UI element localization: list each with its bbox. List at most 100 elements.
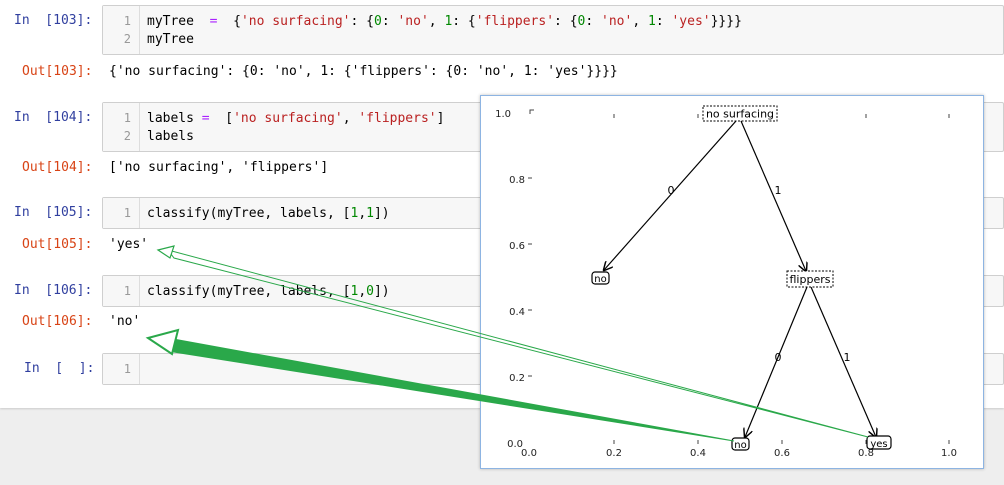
cell-103-out-prompt: Out[103]: xyxy=(22,64,93,79)
code-token: = xyxy=(209,14,218,29)
code-token: : xyxy=(381,14,398,29)
code-line[interactable]: myTree = {'no surfacing': {0: 'no', 1: {… xyxy=(147,14,742,29)
code-token: myTree xyxy=(147,32,194,47)
line-number: 1 xyxy=(123,14,131,28)
line-gutter xyxy=(103,198,140,228)
node-mid-left-leaf-label: no xyxy=(734,440,746,451)
x-tick-label: 0.2 xyxy=(606,448,622,459)
code-token: 1 xyxy=(647,14,656,29)
cell-104-output: ['no surfacing', 'flippers'] xyxy=(109,160,329,175)
x-tick-label: 1.0 xyxy=(941,448,957,459)
code-token: [ xyxy=(209,111,234,126)
x-tick-label: 0.4 xyxy=(690,448,706,459)
code-token: classify(myTree, labels, [ xyxy=(147,206,351,221)
cell-104-out-prompt: Out[104]: xyxy=(22,160,93,175)
code-token: 'no' xyxy=(601,14,633,29)
tree-plot: 1.0 0.8 0.6 0.4 0.2 0.0 0.0 0.2 0.4 0.6 … xyxy=(495,105,957,459)
edge-label-mid-left: 0 xyxy=(775,351,782,364)
code-token: , xyxy=(632,14,648,29)
line-gutter xyxy=(103,103,140,151)
cell-105-output: 'yes' xyxy=(109,237,149,252)
node-left-leaf: no xyxy=(591,271,610,285)
edge-label-mid-right: 1 xyxy=(844,351,851,364)
y-tick-label: 0.6 xyxy=(509,241,525,252)
node-mid: flippers xyxy=(786,270,834,288)
edge-label-root-left: 0 xyxy=(668,184,675,197)
empty-cell-in-prompt: In [ ]: xyxy=(24,361,95,376)
code-token: ] xyxy=(436,111,445,126)
line-gutter xyxy=(103,6,140,54)
code-token: , xyxy=(358,206,367,221)
cell-106-out-prompt: Out[106]: xyxy=(22,314,93,329)
code-token: 1 xyxy=(366,206,374,221)
y-tick-label: 0.0 xyxy=(507,439,523,450)
node-mid-left-leaf: no xyxy=(731,437,750,451)
line-number: 1 xyxy=(123,111,131,125)
y-tick-label: 0.4 xyxy=(509,307,525,318)
code-line[interactable]: labels = ['no surfacing', 'flippers'] xyxy=(147,111,444,126)
code-line[interactable]: myTree xyxy=(147,32,194,47)
y-tick-label: 1.0 xyxy=(495,109,511,120)
node-mid-right-leaf: yes xyxy=(866,435,892,450)
code-token: 'no surfacing' xyxy=(233,111,343,126)
code-token: 'flippers' xyxy=(475,14,555,29)
code-token: ]) xyxy=(373,284,390,299)
code-token: : xyxy=(585,14,602,29)
cell-103-input[interactable]: 1 2 myTree = {'no surfacing': {0: 'no', … xyxy=(102,5,1004,55)
code-token: : xyxy=(655,14,672,29)
y-axis: 1.0 0.8 0.6 0.4 0.2 0.0 xyxy=(495,109,534,450)
code-token: 'no' xyxy=(397,14,429,29)
code-token: 0 xyxy=(366,284,374,299)
cell-103-in-prompt: In [103]: xyxy=(14,13,93,28)
x-tick-label: 0.8 xyxy=(858,448,874,459)
cell-103-output: {'no surfacing': {0: 'no', 1: {'flippers… xyxy=(109,64,618,79)
line-number: 1 xyxy=(123,284,131,298)
line-gutter xyxy=(103,354,140,384)
node-root: no surfacing xyxy=(702,105,778,122)
cell-106-in-prompt: In [106]: xyxy=(14,283,93,298)
code-token: labels xyxy=(147,111,202,126)
code-token: = xyxy=(201,111,210,126)
code-token: 0 xyxy=(577,14,586,29)
cell-105-in-prompt: In [105]: xyxy=(14,205,93,220)
node-mid-label: flippers xyxy=(790,273,831,286)
x-axis: 0.0 0.2 0.4 0.6 0.8 1.0 xyxy=(521,114,957,459)
code-line[interactable]: classify(myTree, labels, [1,1]) xyxy=(147,206,390,221)
code-token: ]) xyxy=(373,206,390,221)
line-number: 2 xyxy=(123,129,131,143)
node-left-leaf-label: no xyxy=(594,274,606,285)
tree-edges xyxy=(604,120,876,437)
code-token: , xyxy=(358,284,367,299)
node-mid-right-leaf-label: yes xyxy=(870,439,887,450)
edge-root-right xyxy=(740,120,806,271)
line-number: 1 xyxy=(123,362,131,376)
cell-104-in-prompt: In [104]: xyxy=(14,110,93,125)
code-token: : { xyxy=(452,14,476,29)
code-token: , xyxy=(428,14,445,29)
line-gutter xyxy=(103,276,140,306)
y-tick-label: 0.8 xyxy=(509,175,525,186)
edge-label-root-right: 1 xyxy=(775,184,782,197)
tree-plot-panel: 1.0 0.8 0.6 0.4 0.2 0.0 0.0 0.2 0.4 0.6 … xyxy=(480,95,984,469)
code-token: : { xyxy=(350,14,374,29)
code-token: 'yes' xyxy=(671,14,711,29)
edge-root-left xyxy=(604,120,737,270)
line-number: 2 xyxy=(123,32,131,46)
code-token: 'flippers' xyxy=(358,111,437,126)
code-token: 1 xyxy=(350,206,359,221)
code-token: 0 xyxy=(374,14,382,29)
code-token: 'no surfacing' xyxy=(240,14,351,29)
code-token: : { xyxy=(554,14,578,29)
code-line[interactable]: labels xyxy=(147,129,194,144)
code-line[interactable]: classify(myTree, labels, [1,0]) xyxy=(147,284,390,299)
node-root-label: no surfacing xyxy=(706,108,774,121)
x-tick-label: 0.0 xyxy=(521,448,537,459)
cell-106-output: 'no' xyxy=(109,314,141,329)
code-token: , xyxy=(342,111,359,126)
code-token: labels xyxy=(147,129,194,144)
x-tick-label: 0.6 xyxy=(774,448,790,459)
code-token: }}}} xyxy=(710,14,742,29)
code-token: classify(myTree, labels, [ xyxy=(147,284,351,299)
code-token: { xyxy=(217,14,241,29)
line-number: 1 xyxy=(123,206,131,220)
